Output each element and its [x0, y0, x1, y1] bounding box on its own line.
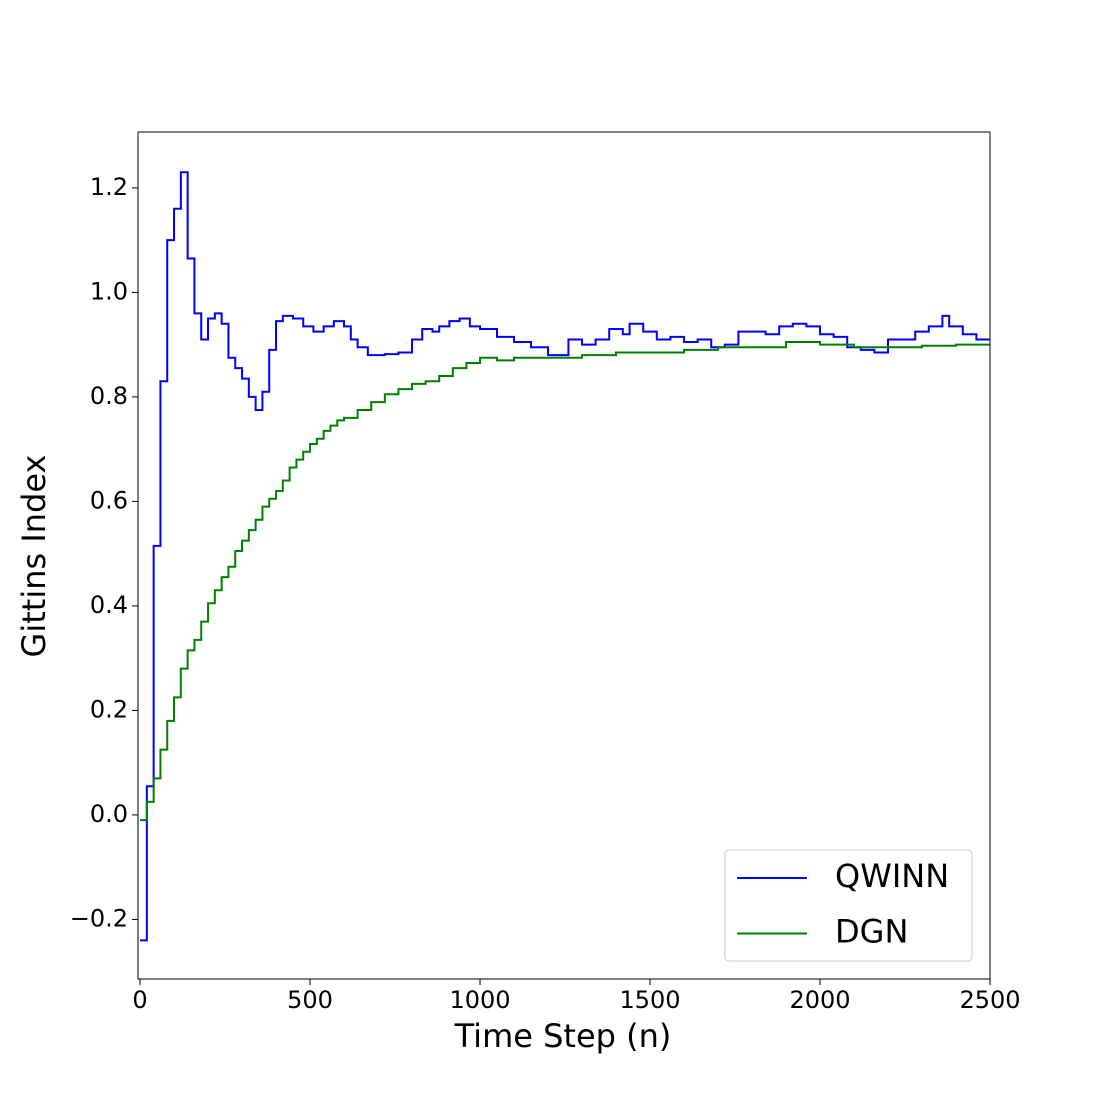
legend-label: DGN: [835, 913, 908, 951]
legend-label: QWINN: [835, 857, 949, 895]
y-tick-label: 0.4: [90, 591, 128, 619]
series-line: [140, 341, 990, 822]
x-tick-label: 2000: [789, 986, 850, 1014]
x-tick-label: 1500: [619, 986, 680, 1014]
y-tick-label: 1.2: [90, 173, 128, 201]
x-tick-label: 1000: [449, 986, 510, 1014]
y-tick-label: 0.8: [90, 382, 128, 410]
y-tick-label: 0.0: [90, 800, 128, 828]
x-tick-label: 0: [132, 986, 147, 1014]
series-line: [140, 171, 990, 942]
y-tick-label: 0.6: [90, 486, 128, 514]
x-tick-label: 500: [287, 986, 333, 1014]
y-tick-label: 1.0: [90, 277, 128, 305]
x-axis-label: Time Step (n): [454, 1017, 672, 1055]
y-tick-label: −0.2: [70, 904, 128, 932]
y-tick-label: 0.2: [90, 695, 128, 723]
x-tick-label: 2500: [959, 986, 1020, 1014]
y-axis-label: Gittins Index: [15, 455, 53, 658]
plot-frame: [137, 131, 991, 980]
